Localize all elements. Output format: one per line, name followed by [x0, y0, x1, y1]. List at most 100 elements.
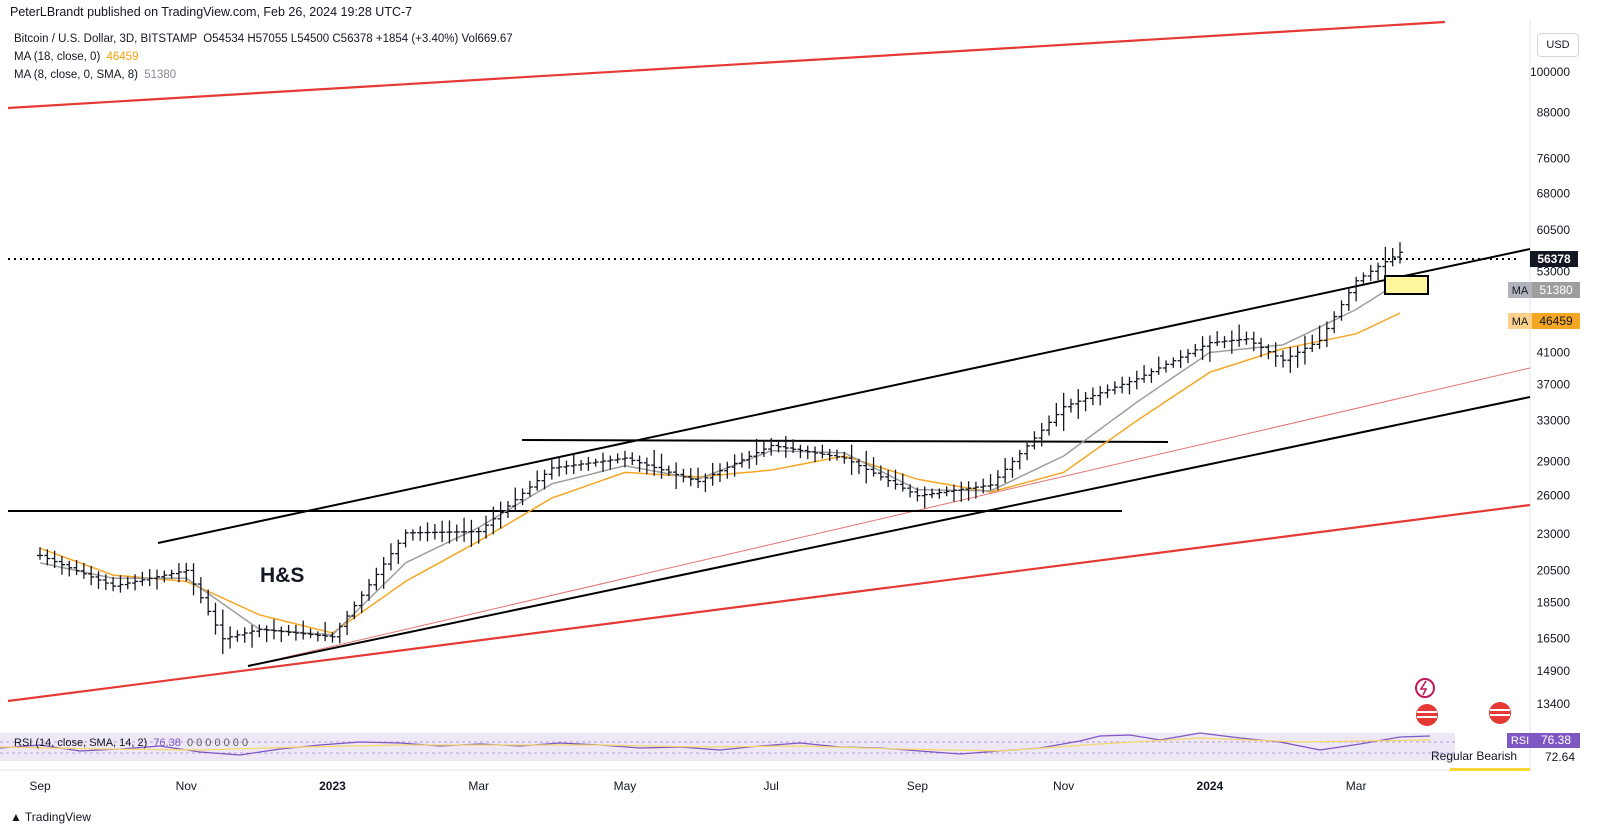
ohlc-bar: [483, 515, 490, 539]
hs-annotation: H&S: [260, 564, 304, 587]
ohlc-bar: [227, 626, 234, 649]
ohlc-bar: [219, 609, 226, 655]
ohlc-bar: [322, 621, 329, 642]
ohlc-bar: [453, 524, 460, 542]
ohlc-bar: [256, 624, 263, 638]
ohlc-bar: [1345, 287, 1352, 311]
ohlc-bar: [58, 556, 65, 575]
ohlc-bar: [278, 626, 285, 643]
y-tick-label: 14900: [1537, 664, 1571, 678]
ohlc-bar: [124, 576, 131, 590]
svg-text:46459: 46459: [1539, 314, 1573, 328]
ohlc-bar: [212, 602, 219, 635]
ohlc-bar: [468, 519, 475, 547]
ohlc-bar: [1214, 331, 1221, 346]
legend-ma2-label: MA (8, close, 0, SMA, 8): [14, 69, 138, 81]
ohlc-bar: [899, 473, 906, 492]
y-tick-label: 16500: [1537, 632, 1571, 646]
ohlc-bar: [153, 569, 160, 590]
ohlc-bar: [936, 488, 943, 499]
tradingview-logo[interactable]: ▲ TradingView: [10, 810, 91, 824]
ohlc-bar: [139, 571, 146, 586]
ohlc-bar: [1323, 321, 1330, 348]
ohlc-bar: [190, 563, 197, 596]
y-tick-label: 33000: [1537, 414, 1571, 428]
ohlc-bar: [548, 459, 555, 480]
tv-logo-icon: ▲: [10, 810, 22, 824]
lightning-icon[interactable]: [1415, 678, 1435, 698]
rsi-legend: RSI (14, close, SMA, 14, 2) 76.38 0 0 0 …: [14, 737, 248, 749]
legend-ma1-label: MA (18, close, 0): [14, 51, 101, 63]
ohlc-bar: [914, 487, 921, 502]
ohlc-bar: [497, 501, 504, 529]
ohlc-bar: [314, 631, 321, 642]
ohlc-bar: [607, 455, 614, 470]
channel-lower-trend: [247, 396, 1531, 667]
ohlc-bar: [958, 481, 965, 502]
ohlc-bar: [1353, 276, 1360, 302]
ohlc-bar: [351, 601, 358, 620]
ohlc-bar: [1111, 381, 1118, 395]
ohlc-bar: [519, 488, 526, 506]
ohlc-bar: [504, 501, 511, 519]
x-tick-label: Mar: [1346, 779, 1367, 793]
ohlc-bar: [1258, 337, 1265, 358]
ohlc-bar: [717, 463, 723, 483]
ohlc-bar: [621, 450, 628, 468]
ohlc-bar: [1192, 344, 1199, 357]
ohlc-bar: [1184, 348, 1191, 364]
ohlc-bar: [877, 465, 884, 481]
ohlc-bar: [1243, 331, 1250, 345]
ohlc-bar: [695, 467, 702, 489]
rsi-line: [0, 732, 1431, 756]
svg-text:56378: 56378: [1537, 252, 1571, 266]
ohlc-bar: [1163, 360, 1170, 373]
ohlc-bar: [446, 520, 453, 544]
ohlc-bar: [336, 622, 343, 644]
ohlc-bar: [1119, 376, 1126, 394]
ohlc-bar: [292, 624, 299, 641]
ohlc-bar: [775, 441, 782, 453]
ohlc-bar: [724, 461, 731, 479]
rsi-ma-line: [0, 737, 1431, 752]
y-tick-label: 68000: [1537, 186, 1571, 200]
ohlc-bar: [73, 560, 80, 576]
ohlc-bar: [848, 444, 855, 475]
ohlc-bar: [1016, 449, 1023, 470]
ohlc-bar: [183, 562, 190, 582]
us-flag-icon: [1416, 704, 1438, 726]
ohlc-bar: [88, 565, 95, 586]
ohlc-bar: [1360, 272, 1367, 285]
ohlc-bar: [636, 455, 643, 472]
ohlc-bar: [1075, 389, 1082, 419]
ohlc-bar: [249, 624, 256, 648]
ohlc-bar: [1170, 357, 1177, 368]
ohlc-bar: [929, 488, 936, 499]
us-flag-icon-2: [1489, 702, 1511, 724]
ohlc-bar: [285, 624, 292, 636]
ohlc-bar: [1206, 335, 1213, 362]
ohlc-bar: [570, 454, 577, 475]
red-thin-trend: [247, 367, 1531, 667]
ohlc-bar: [687, 468, 694, 487]
x-tick-label: Nov: [176, 779, 197, 793]
ohlc-bar: [1294, 346, 1301, 368]
ohlc-bar: [1228, 330, 1235, 354]
ohlc-bar: [1126, 376, 1133, 395]
ohlc-bar: [417, 526, 424, 541]
ohlc-bar: [205, 589, 212, 616]
ohlc-bar: [175, 563, 182, 583]
ohlc-bar: [44, 549, 51, 566]
currency-button[interactable]: USD: [1537, 33, 1579, 57]
ma8-line: [39, 280, 1401, 636]
y-tick-label: 41000: [1537, 345, 1571, 359]
rsi-label: RSI (14, close, SMA, 14, 2): [14, 737, 148, 749]
ohlc-bar: [1060, 392, 1067, 431]
ohlc-bar: [592, 458, 599, 467]
ohlc-bar: [197, 577, 204, 604]
ohlc-bar: [731, 454, 738, 477]
regular-bearish-underline: [1450, 768, 1530, 771]
ohlc-bar: [1199, 336, 1206, 361]
ohlc-bar: [1104, 384, 1111, 399]
